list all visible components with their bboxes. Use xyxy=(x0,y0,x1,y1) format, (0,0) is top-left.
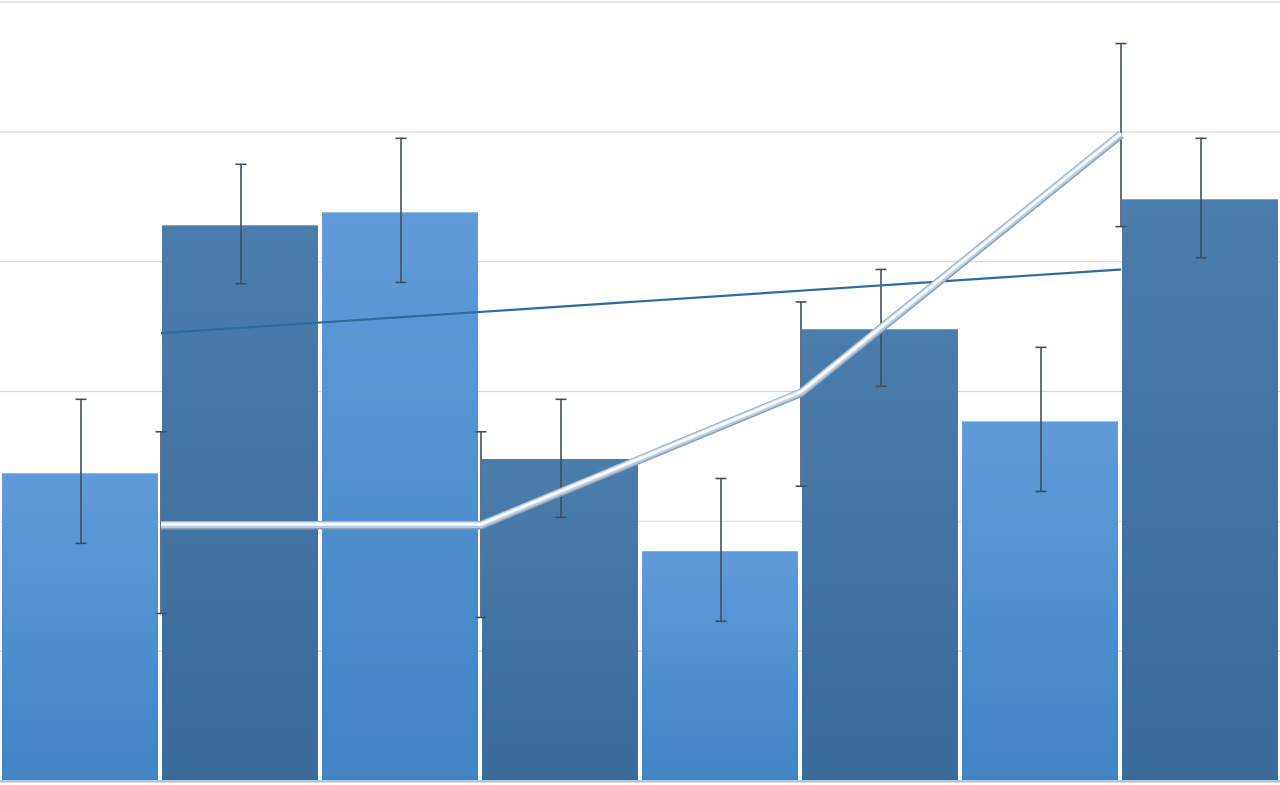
flat-trend-line xyxy=(160,268,1122,335)
bar xyxy=(322,212,478,781)
bar xyxy=(962,421,1118,780)
bar xyxy=(1122,199,1278,781)
baseline xyxy=(0,780,1280,783)
rising-trend-line xyxy=(161,132,1122,526)
bar xyxy=(802,329,958,780)
bar xyxy=(2,473,158,780)
bar xyxy=(482,459,638,780)
bar xyxy=(162,225,318,781)
bar xyxy=(642,551,798,780)
